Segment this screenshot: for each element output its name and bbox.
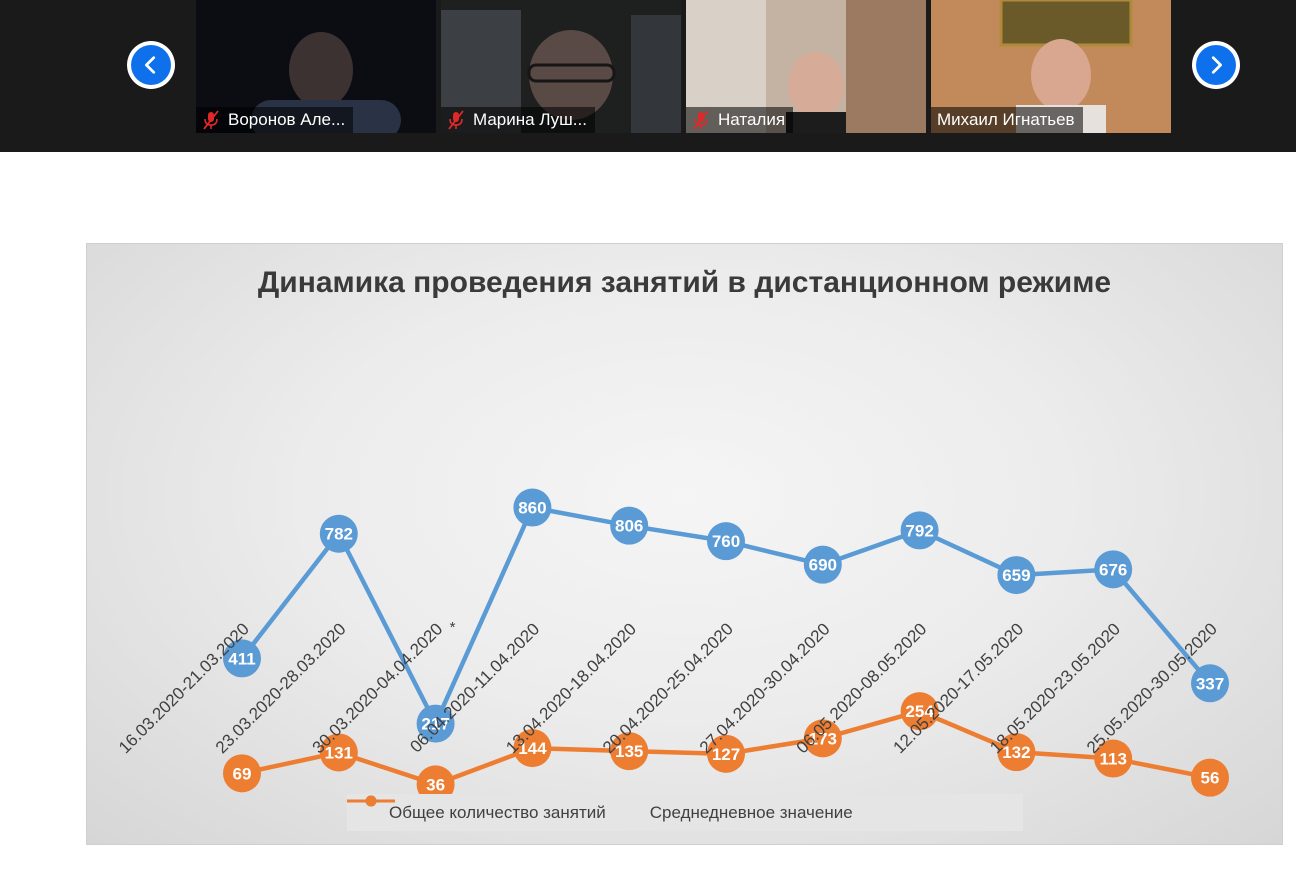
data-point [900, 511, 939, 550]
data-label: 56 [1201, 769, 1220, 788]
data-point [900, 692, 939, 731]
prev-page-button[interactable] [127, 41, 175, 89]
data-point [416, 765, 455, 804]
participant-tile[interactable]: Михаил Игнатьев [931, 0, 1171, 133]
data-label: 69 [233, 764, 252, 783]
participant-name: Воронов Але... [228, 110, 346, 129]
data-point [319, 733, 358, 772]
participant-name: Марина Луш... [473, 110, 587, 129]
participant-tile[interactable]: Воронов Але... [196, 0, 436, 133]
legend-label: Общее количество занятий [389, 802, 606, 822]
shared-screen-slide: Динамика проведения занятий в дистанцион… [86, 243, 1283, 845]
line-chart: 411 782 217 860 806 760 690 792 659 676 337 69 131 36… [115, 488, 1229, 804]
data-label: 144 [518, 739, 547, 758]
data-point [803, 719, 842, 758]
data-point [223, 754, 261, 793]
data-label: 676 [1099, 560, 1127, 579]
legend-label: Среднедневное значение [649, 802, 853, 822]
data-label: 173 [809, 729, 837, 748]
participant-video-strip: Воронов Але... Марина Луш... [0, 0, 1296, 152]
muted-mic-icon [693, 110, 709, 130]
data-label: 792 [905, 521, 933, 540]
data-point [1191, 758, 1229, 797]
participant-tile[interactable]: Марина Луш... [441, 0, 681, 133]
data-label: 113 [1099, 750, 1126, 769]
legend-swatch [347, 795, 395, 807]
category-footnote-mark: * [450, 619, 456, 636]
next-page-button[interactable] [1192, 41, 1240, 89]
data-label: 135 [615, 742, 643, 761]
data-point [513, 729, 552, 768]
muted-mic-icon [203, 110, 219, 130]
chart-legend: Общее количество занятий Среднедневное з… [347, 794, 1023, 831]
participant-name: Наталия [718, 110, 786, 129]
chevron-left-icon [131, 45, 171, 85]
chart-title: Динамика проведения занятий в дистанцион… [257, 266, 1112, 299]
data-label: 782 [325, 525, 353, 544]
data-point [1191, 664, 1229, 703]
data-point [610, 506, 649, 545]
data-label: 217 [421, 715, 449, 734]
data-label: 860 [518, 499, 546, 518]
muted-mic-icon [448, 110, 464, 130]
data-label: 132 [1002, 743, 1030, 762]
data-label: 254 [905, 702, 934, 721]
data-point [1094, 739, 1133, 778]
participant-name-bar: Марина Луш... [441, 107, 595, 133]
data-label: 127 [712, 745, 740, 764]
participant-name-bar: Михаил Игнатьев [931, 107, 1083, 133]
data-point [610, 732, 649, 771]
data-label: 411 [228, 649, 255, 668]
data-point [223, 639, 261, 678]
data-label: 131 [325, 743, 353, 762]
data-point [803, 545, 842, 584]
data-point [1094, 550, 1133, 589]
legend-item-daily: Среднедневное значение [347, 795, 853, 823]
chevron-right-icon [1196, 45, 1236, 85]
data-label: 337 [1196, 674, 1224, 693]
data-point [997, 556, 1036, 595]
data-point [707, 734, 745, 773]
data-label: 36 [426, 775, 445, 794]
participant-name: Михаил Игнатьев [937, 110, 1075, 129]
participant-tile[interactable]: Наталия [686, 0, 926, 133]
data-point [513, 488, 552, 527]
data-point [997, 733, 1036, 772]
data-label: 760 [712, 532, 740, 551]
data-label: 690 [809, 556, 837, 575]
participant-name-bar: Наталия [686, 107, 794, 133]
legend-item-total: Общее количество занятий [347, 795, 606, 823]
participant-name-bar: Воронов Але... [196, 107, 354, 133]
data-label: 806 [615, 517, 643, 536]
data-point [319, 514, 358, 553]
data-point [416, 704, 455, 743]
data-point [707, 522, 745, 561]
data-label: 659 [1002, 566, 1030, 585]
